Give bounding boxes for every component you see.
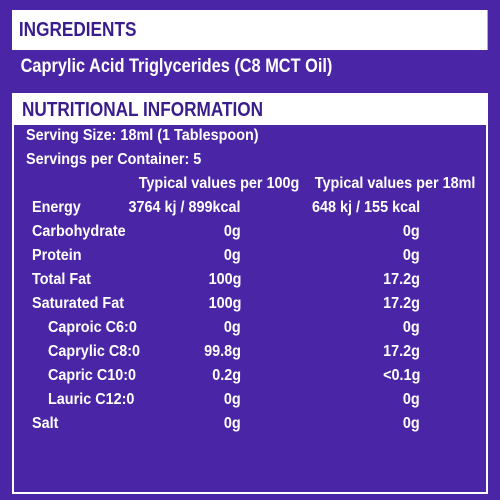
row-value-per-18ml: 17.2g bbox=[383, 295, 420, 312]
column-header-per-18ml: Typical values per 18ml bbox=[314, 175, 476, 192]
row-value-per-18ml: 0g bbox=[403, 223, 420, 240]
row-label: Lauric C12:0 bbox=[48, 391, 135, 408]
row-value-per-100g: 99.8g bbox=[204, 343, 241, 360]
row-label: Energy bbox=[32, 199, 81, 216]
row-value-per-100g: 0g bbox=[224, 319, 241, 336]
column-header-per-100g: Typical values per 100g bbox=[138, 175, 300, 192]
row-label: Saturated Fat bbox=[32, 295, 125, 312]
row-value-per-100g: 0g bbox=[224, 415, 241, 432]
row-value-per-18ml: 0g bbox=[403, 415, 420, 432]
row-label: Total Fat bbox=[32, 271, 91, 288]
row-value-per-18ml: 648 kj / 155 kcal bbox=[311, 199, 420, 216]
row-value-per-100g: 100g bbox=[208, 271, 241, 288]
row-value-per-100g: 0g bbox=[224, 247, 241, 264]
nutrition-title: NUTRITIONAL INFORMATION bbox=[22, 99, 264, 121]
row-value-per-18ml: 0g bbox=[403, 247, 420, 264]
table-row: Protein 0g 0g bbox=[14, 247, 486, 271]
table-row: Saturated Fat 100g 17.2g bbox=[14, 295, 486, 319]
nutrition-panel: NUTRITIONAL INFORMATION Serving Size: 18… bbox=[12, 93, 488, 494]
table-row: Energy 3764 kj / 899kcal 648 kj / 155 kc… bbox=[14, 199, 486, 223]
table-row: Caprylic C8:0 99.8g 17.2g bbox=[14, 343, 486, 367]
serving-size: Serving Size: 18ml (1 Tablespoon) bbox=[26, 127, 259, 144]
row-value-per-18ml: <0.1g bbox=[382, 367, 420, 384]
row-value-per-18ml: 17.2g bbox=[383, 343, 420, 360]
ingredients-header: INGREDIENTS bbox=[12, 10, 488, 50]
row-value-per-100g: 0g bbox=[224, 391, 241, 408]
row-label: Caprylic C8:0 bbox=[48, 343, 141, 360]
row-value-per-100g: 3764 kj / 899kcal bbox=[128, 199, 241, 216]
ingredients-text: Caprylic Acid Triglycerides (C8 MCT Oil) bbox=[20, 56, 333, 77]
table-row: Carbohydrate 0g 0g bbox=[14, 223, 486, 247]
row-value-per-100g: 100g bbox=[208, 295, 241, 312]
row-value-per-100g: 0.2g bbox=[212, 367, 241, 384]
table-row: Caproic C6:0 0g 0g bbox=[14, 319, 486, 343]
row-label: Caproic C6:0 bbox=[48, 319, 137, 336]
row-value-per-100g: 0g bbox=[224, 223, 241, 240]
row-label: Carbohydrate bbox=[32, 223, 126, 240]
table-row: Lauric C12:0 0g 0g bbox=[14, 391, 486, 415]
table-row: Salt 0g 0g bbox=[14, 415, 486, 439]
row-value-per-18ml: 0g bbox=[403, 391, 420, 408]
row-value-per-18ml: 0g bbox=[403, 319, 420, 336]
servings-per-container: Servings per Container: 5 bbox=[26, 151, 202, 168]
nutrition-header: NUTRITIONAL INFORMATION bbox=[14, 95, 486, 125]
table-row: Capric C10:0 0.2g <0.1g bbox=[14, 367, 486, 391]
row-label: Capric C10:0 bbox=[48, 367, 137, 384]
row-value-per-18ml: 17.2g bbox=[383, 271, 420, 288]
row-label: Salt bbox=[32, 415, 59, 432]
table-row: Total Fat 100g 17.2g bbox=[14, 271, 486, 295]
row-label: Protein bbox=[32, 247, 82, 264]
